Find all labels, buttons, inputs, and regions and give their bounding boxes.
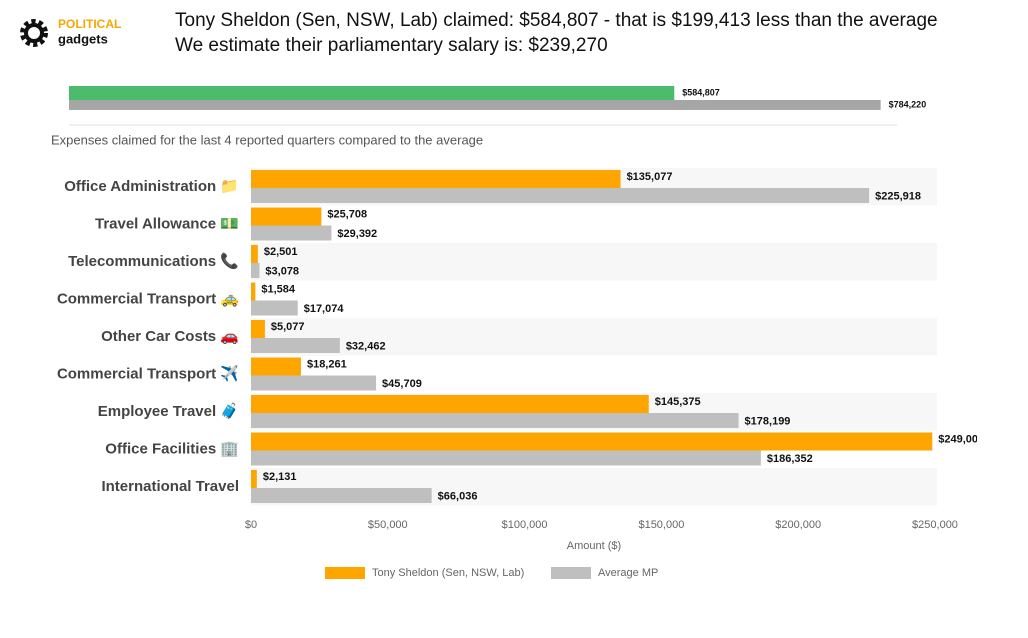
category-label: Commercial Transport 🚕 bbox=[57, 290, 239, 307]
value-label: $186,352 bbox=[767, 453, 813, 465]
chart-title: Expenses claimed for the last 4 reported… bbox=[51, 132, 483, 147]
legend-label: Tony Sheldon (Sen, NSW, Lab) bbox=[372, 567, 524, 579]
value-label: $32,462 bbox=[346, 340, 386, 352]
bar bbox=[251, 282, 256, 301]
x-axis-label: Amount ($) bbox=[567, 540, 621, 552]
bar bbox=[251, 188, 870, 203]
logo-gear-ring bbox=[24, 23, 44, 43]
bar bbox=[251, 470, 257, 488]
logo[interactable]: POLITICAL gadgets bbox=[20, 17, 121, 47]
summary-value-label: $584,807 bbox=[682, 87, 720, 97]
x-tick-label: $50,000 bbox=[368, 519, 408, 531]
value-label: $66,036 bbox=[438, 490, 478, 502]
bar bbox=[251, 357, 301, 376]
legend-label: Average MP bbox=[598, 567, 658, 579]
bar bbox=[251, 413, 739, 428]
value-label: $145,375 bbox=[655, 396, 701, 408]
row-band bbox=[251, 318, 937, 356]
bar bbox=[251, 170, 621, 188]
value-label: $2,501 bbox=[264, 246, 298, 258]
legend-swatch bbox=[551, 567, 591, 579]
category-label: Travel Allowance 💵 bbox=[95, 215, 239, 232]
logo-gear bbox=[20, 19, 48, 47]
x-tick-label: $150,000 bbox=[638, 519, 684, 531]
value-label: $29,392 bbox=[337, 228, 377, 240]
category-label: Commercial Transport ✈️ bbox=[57, 363, 239, 382]
value-label: $3,078 bbox=[265, 265, 299, 277]
value-label: $45,709 bbox=[382, 378, 422, 390]
logo-top: POLITICAL bbox=[58, 17, 121, 31]
main-chart: Office Administration 📁 Travel Allowance … bbox=[57, 168, 984, 506]
bar bbox=[251, 450, 761, 466]
bar bbox=[251, 300, 298, 316]
x-tick-label: $0 bbox=[245, 519, 257, 531]
bar bbox=[251, 245, 258, 263]
summary-bar bbox=[69, 100, 881, 110]
bar bbox=[251, 432, 933, 451]
summary-value-label: $784,220 bbox=[889, 99, 927, 109]
x-tick-label: $100,000 bbox=[502, 519, 548, 531]
category-label: Office Administration 📁 bbox=[64, 178, 239, 195]
value-label: $225,918 bbox=[875, 190, 921, 202]
category-label: Other Car Costs 🚗 bbox=[101, 328, 239, 345]
category-label: Employee Travel 🧳 bbox=[98, 402, 239, 420]
value-label: $25,708 bbox=[327, 208, 367, 220]
value-label: $178,199 bbox=[745, 415, 791, 427]
bar bbox=[251, 375, 377, 391]
bar bbox=[251, 207, 322, 226]
bar bbox=[251, 263, 260, 278]
value-label: $135,077 bbox=[627, 171, 673, 183]
bar bbox=[251, 338, 340, 353]
logo-bottom: gadgets bbox=[58, 31, 108, 46]
x-tick-label: $250,000 bbox=[912, 519, 958, 531]
value-label: $1,584 bbox=[261, 283, 296, 295]
salary-line: We estimate their parliamentary salary i… bbox=[175, 35, 608, 56]
value-label: $2,131 bbox=[263, 471, 297, 483]
value-label: $5,077 bbox=[271, 321, 305, 333]
legend-swatch bbox=[325, 567, 365, 579]
category-label: International Travel bbox=[101, 478, 239, 495]
category-label: Telecommunications 📞 bbox=[68, 251, 239, 270]
value-label: $249,000 bbox=[938, 433, 984, 445]
summary-bar bbox=[69, 86, 675, 100]
bar bbox=[251, 320, 265, 338]
row-band bbox=[251, 243, 937, 281]
bar bbox=[251, 395, 649, 413]
value-label: $17,074 bbox=[304, 303, 345, 315]
category-label: Office Facilities 🏢 bbox=[105, 440, 239, 457]
bar bbox=[251, 488, 432, 503]
value-label: $18,261 bbox=[307, 358, 347, 370]
headline: Tony Sheldon (Sen, NSW, Lab) claimed: $5… bbox=[175, 10, 938, 31]
x-tick-label: $200,000 bbox=[775, 519, 821, 531]
bar bbox=[251, 225, 332, 241]
